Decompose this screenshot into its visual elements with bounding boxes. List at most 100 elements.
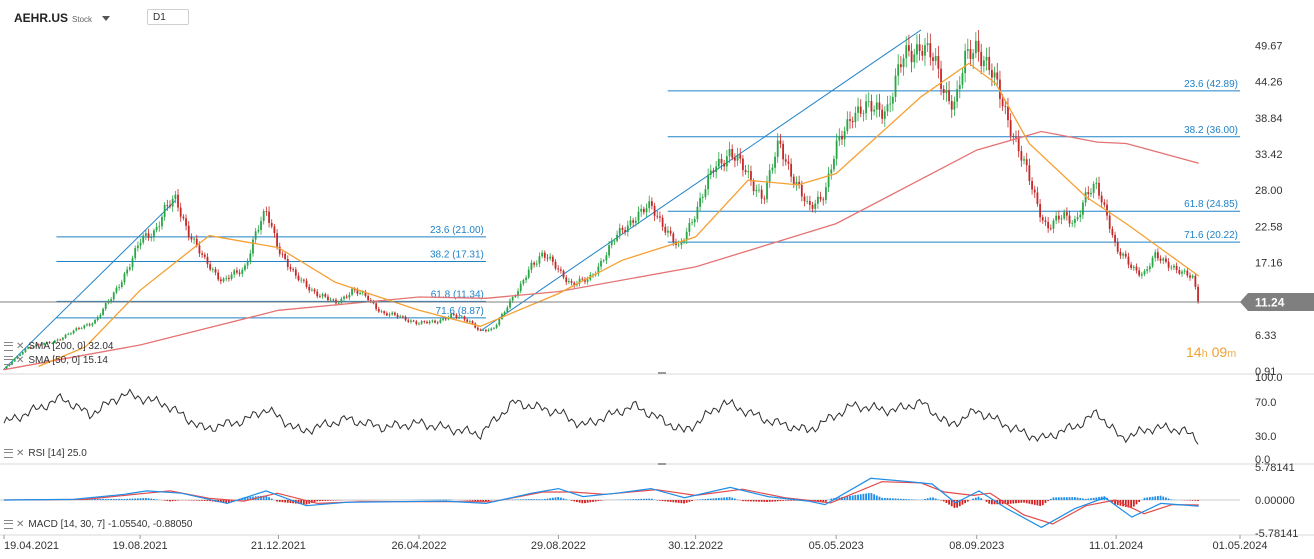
macd-histogram-bar: [1079, 497, 1082, 500]
candle-body: [244, 265, 246, 270]
chevron-down-icon[interactable]: [102, 15, 111, 21]
candle-body: [201, 253, 204, 255]
macd-histogram-bar: [771, 500, 774, 502]
candle-body: [956, 89, 959, 102]
macd-histogram-bar: [728, 497, 731, 500]
macd-histogram-bar: [886, 498, 889, 500]
macd-histogram-bar: [905, 499, 908, 500]
close-x-icon[interactable]: ✕: [16, 519, 25, 530]
macd-histogram-bar: [1057, 497, 1060, 500]
macd-histogram-bar: [707, 498, 710, 500]
macd-histogram-bar: [120, 498, 123, 500]
candle-body: [851, 120, 854, 123]
candle-body: [691, 222, 693, 223]
settings-lines-icon[interactable]: [4, 520, 13, 529]
candle-body: [163, 204, 166, 217]
candle-body: [420, 321, 423, 324]
macd-histogram-bar: [576, 500, 578, 503]
candle-body: [873, 109, 876, 112]
candle-body: [648, 201, 651, 209]
countdown-minutes: 09: [1211, 344, 1228, 360]
candle-body: [1098, 182, 1100, 196]
candle-body: [99, 314, 102, 318]
macd-histogram-bar: [1114, 500, 1116, 505]
close-x-icon[interactable]: ✕: [16, 341, 25, 352]
candle-body: [999, 79, 1001, 99]
candle-body: [1031, 181, 1033, 190]
last-price-tag: [1240, 293, 1314, 312]
candle-body: [704, 189, 707, 197]
candle-body: [1119, 251, 1122, 256]
candle-body: [174, 194, 177, 199]
macd-histogram-bar: [712, 498, 715, 500]
macd-histogram-bar: [787, 500, 790, 501]
close-x-icon[interactable]: ✕: [16, 448, 25, 459]
candle-body: [883, 111, 886, 119]
macd-histogram-bar: [530, 499, 533, 500]
countdown-hours: 14: [1186, 344, 1202, 360]
candle-body: [177, 194, 179, 208]
candle-body: [578, 278, 581, 284]
settings-lines-icon[interactable]: [4, 342, 13, 351]
candle-body: [1047, 221, 1050, 229]
candle-body: [977, 40, 980, 52]
macd-histogram-bar: [902, 498, 905, 500]
candle-body: [273, 226, 276, 234]
macd-histogram-bar: [733, 498, 736, 500]
candle-body: [407, 320, 410, 322]
candle-body: [1017, 137, 1020, 152]
candle-body: [640, 208, 643, 212]
macd-histogram-bar: [792, 500, 795, 501]
fib-level-label: 38.2 (36.00): [1184, 125, 1238, 136]
macd-histogram-bar: [661, 500, 664, 502]
candle-body: [948, 90, 950, 102]
symbol-header[interactable]: AEHR.US Stock: [14, 9, 111, 27]
macd-histogram-bar: [717, 497, 720, 500]
legend-macd: ✕ MACD [14, 30, 7] -1.05540, -0.88050: [4, 519, 192, 530]
candle-body: [265, 211, 268, 212]
candle-body: [1186, 270, 1189, 276]
macd-histogram-bar: [107, 498, 110, 500]
candle-body: [353, 288, 356, 291]
macd-histogram-bar: [766, 500, 768, 502]
macd-histogram-bar: [878, 496, 881, 500]
macd-histogram-bar: [1087, 498, 1090, 500]
macd-histogram-bar: [825, 500, 827, 502]
candle-body: [862, 113, 865, 115]
timeframe-select[interactable]: D1: [147, 9, 189, 25]
candle-body: [391, 312, 394, 315]
candle-body: [302, 279, 305, 281]
macd-histogram-bar: [592, 500, 594, 502]
candle-body: [1074, 219, 1076, 223]
macd-histogram-bar: [1063, 497, 1066, 500]
candle-body: [45, 342, 48, 343]
candle-body: [1103, 202, 1106, 205]
close-x-icon[interactable]: ✕: [16, 355, 25, 366]
macd-histogram-bar: [262, 495, 265, 500]
macd-histogram-bar: [1138, 500, 1141, 503]
candle-body: [1095, 182, 1098, 184]
macd-histogram-bar: [964, 500, 967, 504]
candle-body: [61, 337, 64, 340]
countdown-hours-unit: h: [1201, 348, 1208, 360]
candle-body: [214, 269, 217, 273]
macd-histogram-bar: [284, 500, 287, 503]
rsi-line: [3, 388, 1199, 445]
countdown-minutes-unit: m: [1227, 348, 1237, 360]
candle-body: [618, 228, 621, 235]
candle-body: [610, 240, 613, 246]
settings-lines-icon[interactable]: [4, 449, 13, 458]
candle-body: [498, 319, 501, 325]
macd-histogram-bar: [110, 498, 112, 500]
macd-histogram-bar: [875, 495, 878, 500]
macd-histogram-bar: [112, 498, 115, 500]
candle-body: [16, 355, 19, 359]
settings-lines-icon[interactable]: [4, 356, 13, 365]
macd-histogram-bar: [889, 498, 892, 500]
candle-body: [1122, 253, 1124, 256]
macd-histogram-bar: [980, 498, 983, 500]
macd-histogram-bar: [1049, 498, 1052, 500]
macd-histogram-bar: [1156, 496, 1159, 500]
candle-body: [53, 340, 56, 343]
